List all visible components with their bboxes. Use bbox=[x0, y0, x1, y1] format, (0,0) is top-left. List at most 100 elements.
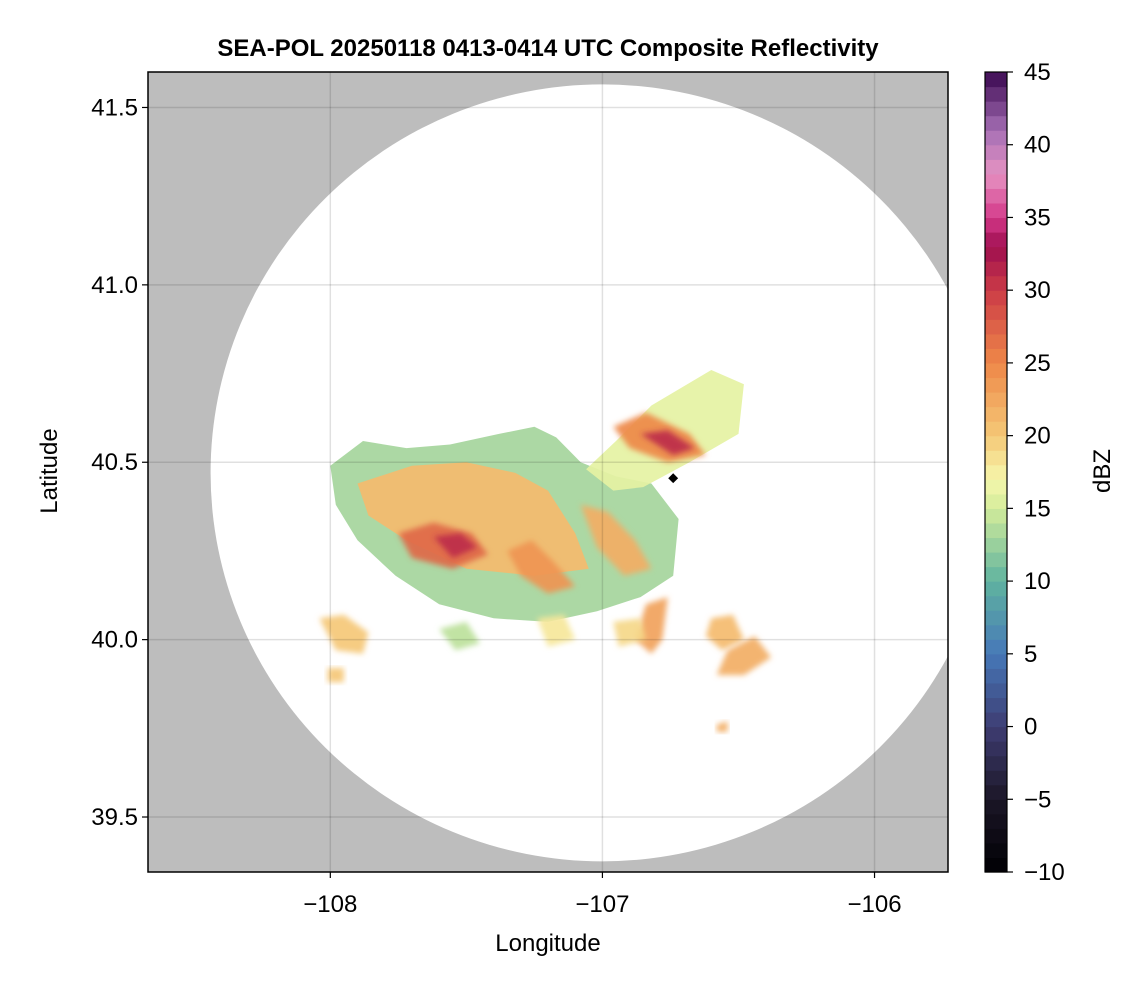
colorbar-tick-label: 45 bbox=[1024, 59, 1051, 86]
colorbar: −10 −5 0 5 10 15 20 25 30 35 40 45 bbox=[984, 59, 1065, 886]
colorbar-band bbox=[985, 333, 1007, 349]
colorbar-band bbox=[985, 741, 1007, 757]
colorbar-band bbox=[985, 362, 1007, 379]
colorbar-band bbox=[985, 435, 1007, 451]
echo-region bbox=[640, 430, 695, 456]
y-tick-label: 41.5 bbox=[91, 94, 138, 121]
plot-area bbox=[147, 71, 949, 873]
colorbar-band bbox=[985, 653, 1007, 669]
colorbar-band bbox=[985, 697, 1007, 713]
colorbar-band bbox=[985, 319, 1007, 335]
colorbar-band bbox=[985, 770, 1007, 786]
colorbar-band bbox=[985, 857, 1007, 873]
colorbar-band bbox=[985, 304, 1007, 320]
colorbar-band bbox=[985, 115, 1007, 131]
colorbar-band bbox=[985, 392, 1007, 408]
colorbar-band bbox=[985, 624, 1007, 640]
y-axis: 39.5 40.0 40.5 41.0 41.5 bbox=[91, 94, 148, 831]
colorbar-band bbox=[985, 508, 1007, 524]
colorbar-band bbox=[985, 159, 1007, 175]
colorbar-tick-label: 10 bbox=[1024, 568, 1051, 595]
echo-region bbox=[433, 533, 478, 558]
colorbar-band bbox=[985, 595, 1007, 611]
x-axis-label: Longitude bbox=[495, 930, 600, 957]
colorbar-band bbox=[985, 493, 1007, 509]
colorbar-tick-label: 20 bbox=[1024, 423, 1051, 450]
colorbar-band bbox=[985, 726, 1007, 742]
colorbar-tick-label: 25 bbox=[1024, 350, 1051, 377]
echo-region bbox=[439, 621, 480, 651]
colorbar-band bbox=[985, 202, 1007, 219]
colorbar-band bbox=[985, 188, 1007, 204]
colorbar-frame bbox=[984, 71, 1008, 873]
plot-frame bbox=[147, 71, 949, 873]
colorbar-ticks: −10 −5 0 5 10 15 20 25 30 35 40 45 bbox=[1007, 59, 1065, 886]
colorbar-band bbox=[985, 828, 1007, 844]
echo-region bbox=[613, 618, 646, 647]
x-tick-label: −106 bbox=[847, 891, 901, 918]
echo-region bbox=[705, 614, 744, 651]
colorbar-band bbox=[985, 755, 1007, 771]
colorbar-band bbox=[985, 450, 1007, 466]
colorbar-band bbox=[985, 610, 1007, 626]
colorbar-band bbox=[985, 232, 1007, 248]
chart-title: SEA-POL 20250118 0413-0414 UTC Composite… bbox=[217, 35, 879, 62]
echo-region bbox=[716, 636, 772, 676]
x-tick-label: −107 bbox=[575, 891, 629, 918]
colorbar-band bbox=[985, 406, 1007, 422]
colorbar-tick-label: 30 bbox=[1024, 277, 1051, 304]
colorbar-band bbox=[985, 144, 1007, 160]
colorbar-band bbox=[985, 275, 1007, 291]
radar-site-marker bbox=[668, 473, 679, 484]
x-axis: −108 −107 −106 bbox=[303, 872, 902, 918]
colorbar-band bbox=[985, 421, 1007, 437]
colorbar-band bbox=[985, 522, 1007, 539]
colorbar-tick-label: −5 bbox=[1024, 786, 1051, 813]
colorbar-band bbox=[985, 537, 1007, 553]
colorbar-band bbox=[985, 246, 1007, 262]
colorbar-band bbox=[985, 639, 1007, 655]
colorbar-band bbox=[985, 566, 1007, 582]
colorbar-band bbox=[985, 712, 1007, 728]
colorbar-band bbox=[985, 101, 1007, 117]
colorbar-band bbox=[985, 813, 1007, 829]
colorbar-label: dBZ bbox=[1089, 449, 1116, 493]
colorbar-band bbox=[985, 72, 1007, 88]
colorbar-band bbox=[985, 261, 1007, 277]
echo-region bbox=[507, 540, 576, 594]
x-tick-label: −108 bbox=[303, 891, 357, 918]
colorbar-band bbox=[985, 784, 1007, 800]
y-tick-label: 40.0 bbox=[91, 627, 138, 654]
colorbar-band bbox=[985, 217, 1007, 233]
colorbar-tick-label: −10 bbox=[1024, 859, 1065, 886]
colorbar-band bbox=[985, 842, 1007, 859]
colorbar-band bbox=[985, 290, 1007, 306]
colorbar-band bbox=[985, 377, 1007, 393]
echo-region bbox=[716, 721, 728, 732]
colorbar-band bbox=[985, 581, 1007, 597]
colorbar-band bbox=[985, 130, 1007, 146]
colorbar-band bbox=[985, 464, 1007, 480]
colorbar-tick-label: 15 bbox=[1024, 495, 1051, 522]
colorbar-tick-label: 5 bbox=[1024, 641, 1037, 668]
colorbar-tick-label: 40 bbox=[1024, 132, 1051, 159]
y-tick-label: 41.0 bbox=[91, 272, 138, 299]
colorbar-tick-label: 0 bbox=[1024, 714, 1037, 741]
colorbar-band bbox=[985, 479, 1007, 495]
reflectivity-echoes bbox=[319, 370, 772, 732]
colorbar-tick-label: 35 bbox=[1024, 204, 1051, 231]
colorbar-band bbox=[985, 682, 1007, 699]
colorbar-bands bbox=[985, 72, 1007, 873]
echo-region bbox=[580, 504, 652, 576]
colorbar-band bbox=[985, 86, 1007, 102]
echo-region bbox=[537, 614, 576, 647]
colorbar-band bbox=[985, 552, 1007, 568]
colorbar-band bbox=[985, 173, 1007, 189]
colorbar-band bbox=[985, 668, 1007, 684]
grid-lines bbox=[148, 72, 948, 872]
y-axis-label: Latitude bbox=[36, 428, 63, 513]
y-tick-label: 40.5 bbox=[91, 449, 138, 476]
colorbar-band bbox=[985, 799, 1007, 815]
echo-region bbox=[319, 614, 369, 654]
